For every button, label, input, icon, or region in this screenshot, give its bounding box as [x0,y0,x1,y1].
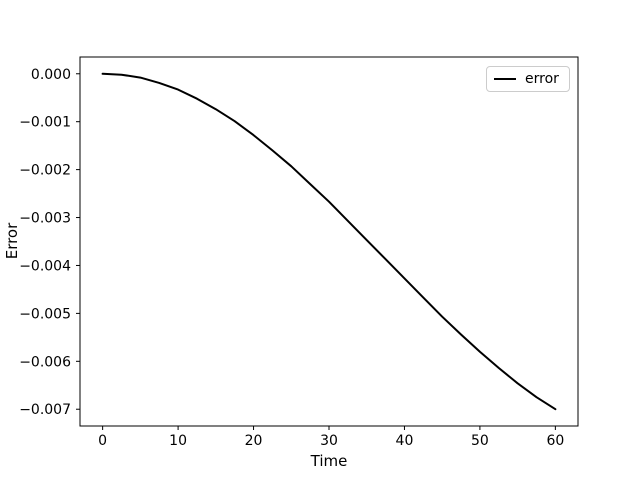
x-tick-label: 50 [471,433,489,449]
y-tick-label: −0.003 [19,211,71,227]
x-tick-label: 30 [320,433,338,449]
y-tick-label: −0.005 [19,306,71,322]
legend: error [486,66,570,92]
x-tick-label: 0 [98,433,107,449]
y-tick-label: 0.000 [31,67,71,83]
x-axis-label: Time [310,452,348,470]
y-tick-label: −0.004 [19,258,71,274]
x-tick-label: 20 [245,433,263,449]
y-tick-label: −0.007 [19,402,71,418]
legend-line-swatch [494,78,516,80]
y-axis-label: Error [3,222,21,260]
x-tick-label: 10 [169,433,187,449]
y-tick-label: −0.001 [19,115,71,131]
x-tick-label: 40 [396,433,414,449]
y-tick-label: −0.002 [19,163,71,179]
y-tick-label: −0.006 [19,354,71,370]
legend-label: error [525,71,559,87]
x-tick-label: 60 [546,433,564,449]
series-line-error [101,72,557,411]
